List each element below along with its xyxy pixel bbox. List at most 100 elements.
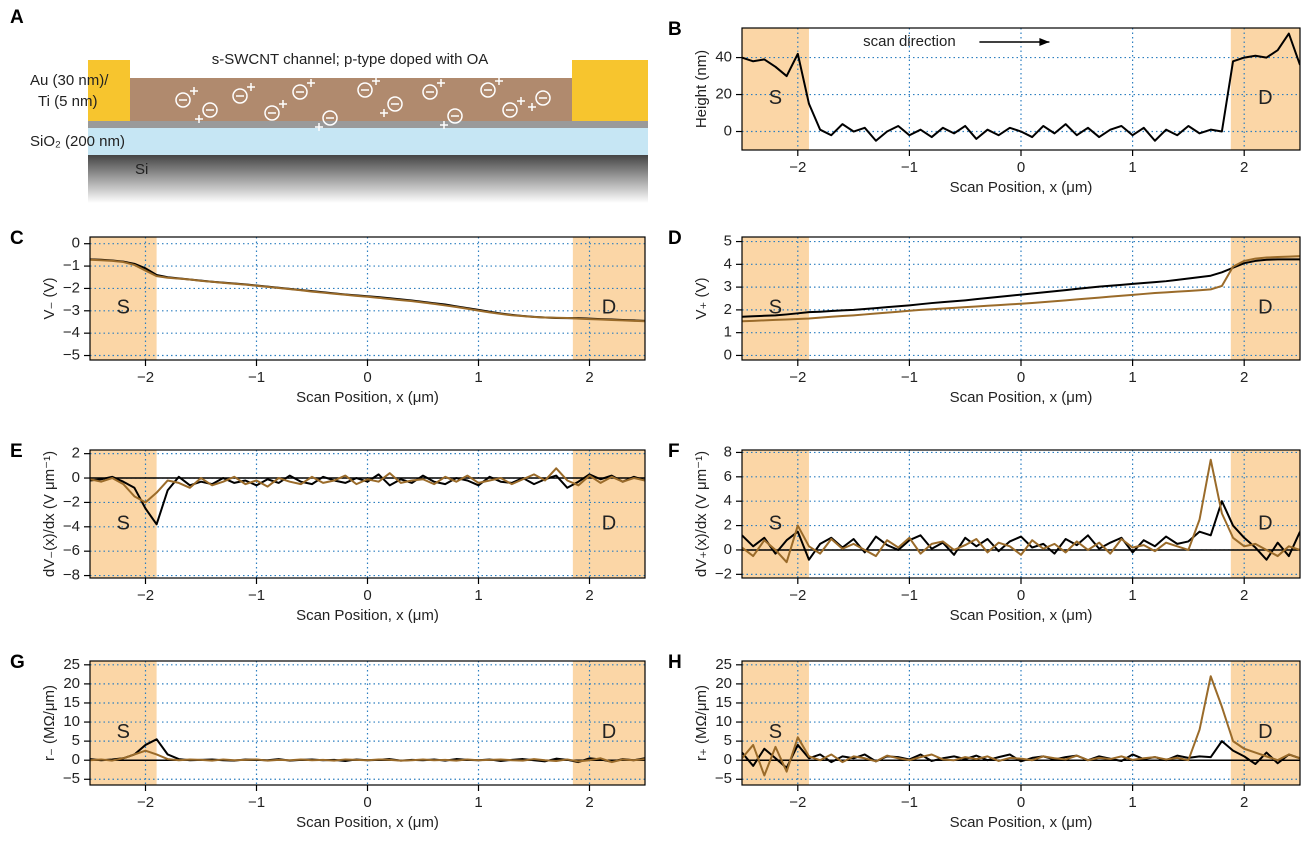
series-line xyxy=(742,458,1300,564)
region-label: D xyxy=(602,513,616,535)
x-tick-label: 1 xyxy=(474,587,482,604)
y-tick-label: 0 xyxy=(724,346,732,363)
contact-region xyxy=(742,237,809,360)
y-axis-label: r₋ (MΩ/μm) xyxy=(41,685,58,761)
y-tick-label: −2 xyxy=(715,565,732,582)
panel-letter: E xyxy=(10,441,23,462)
y-tick-label: −5 xyxy=(715,770,732,787)
x-tick-label: 2 xyxy=(1240,587,1248,604)
x-tick-label: −2 xyxy=(789,794,806,811)
y-tick-label: −4 xyxy=(63,518,80,535)
x-tick-label: 2 xyxy=(1240,369,1248,386)
region-label: D xyxy=(602,297,616,319)
y-tick-label: 20 xyxy=(715,675,732,692)
series-line xyxy=(90,467,645,504)
y-axis-label: V₊ (V) xyxy=(693,277,710,319)
charge xyxy=(175,92,191,108)
y-tick-label: 40 xyxy=(715,49,732,66)
y-tick-label: −8 xyxy=(63,567,80,584)
x-tick-label: −1 xyxy=(901,159,918,176)
x-tick-label: −1 xyxy=(248,369,265,386)
y-tick-label: 25 xyxy=(63,656,80,673)
chart-panel: −2 −1 0 1 2 −5 0 5 10 15 20 25 Scan Position, x (μm)… xyxy=(10,652,646,831)
charge xyxy=(202,102,218,118)
y-tick-label: −6 xyxy=(63,542,80,559)
x-axis-label: Scan Position, x (μm) xyxy=(950,814,1093,831)
x-tick-label: 2 xyxy=(1240,159,1248,176)
y-tick-label: 4 xyxy=(724,492,732,509)
y-tick-label: 0 xyxy=(724,122,732,139)
y-tick-label: 2 xyxy=(724,517,732,534)
x-tick-label: 2 xyxy=(585,794,593,811)
y-tick-label: 3 xyxy=(724,278,732,295)
charge xyxy=(447,108,463,124)
charge xyxy=(422,84,438,100)
chart-panel: −2 −1 0 1 2 −2 0 2 4 6 8 Scan Position, x (μm) dV₊(x… xyxy=(668,441,1301,624)
device-diagram: A s-SWCNT channel; p-type doped with OA … xyxy=(10,7,648,203)
x-tick-label: −1 xyxy=(248,587,265,604)
charge xyxy=(292,84,308,100)
source-electrode xyxy=(88,60,130,121)
x-tick-label: −2 xyxy=(789,587,806,604)
si-substrate xyxy=(88,155,648,203)
y-axis-label: V₋ (V) xyxy=(41,277,58,319)
y-tick-label: 15 xyxy=(715,694,732,711)
panel-letter: H xyxy=(668,652,682,673)
substrate-label: Si xyxy=(135,161,148,178)
panel-letter: B xyxy=(668,19,682,40)
contact-region xyxy=(572,450,645,578)
electrode-label: Ti (5 nm) xyxy=(38,93,97,110)
x-tick-label: 0 xyxy=(1017,369,1025,386)
contact-region xyxy=(1230,661,1300,785)
region-label: D xyxy=(1258,87,1272,109)
x-axis-label: Scan Position, x (μm) xyxy=(296,389,439,406)
series-line xyxy=(742,675,1300,777)
charge xyxy=(264,105,280,121)
x-axis-label: Scan Position, x (μm) xyxy=(950,389,1093,406)
panel-letter: C xyxy=(10,228,24,249)
region-label: S xyxy=(769,87,782,109)
y-tick-label: 0 xyxy=(724,541,732,558)
charge xyxy=(502,102,518,118)
y-tick-label: −4 xyxy=(63,324,80,341)
x-tick-label: −1 xyxy=(901,794,918,811)
x-tick-label: −1 xyxy=(901,369,918,386)
y-tick-label: −1 xyxy=(63,257,80,274)
y-tick-label: 5 xyxy=(724,732,732,749)
y-tick-label: 10 xyxy=(63,713,80,730)
x-tick-label: 2 xyxy=(585,587,593,604)
region-label: S xyxy=(117,513,130,535)
x-tick-label: −1 xyxy=(901,587,918,604)
region-label: D xyxy=(1258,721,1272,743)
contact-region xyxy=(572,237,645,360)
charge xyxy=(480,82,496,98)
charge xyxy=(232,88,248,104)
x-axis-label: Scan Position, x (μm) xyxy=(950,179,1093,196)
electrode-label: Au (30 nm)/ xyxy=(30,72,109,89)
y-tick-label: 6 xyxy=(724,468,732,485)
contact-region xyxy=(742,28,809,150)
x-tick-label: 1 xyxy=(1128,587,1136,604)
series-line xyxy=(742,255,1300,323)
y-tick-label: 5 xyxy=(724,233,732,250)
y-tick-label: 0 xyxy=(72,235,80,252)
x-tick-label: 1 xyxy=(1128,159,1136,176)
contact-region xyxy=(1230,28,1300,150)
series-line xyxy=(742,258,1300,318)
y-axis-label: Height (nm) xyxy=(693,50,710,128)
x-tick-label: 0 xyxy=(1017,159,1025,176)
x-tick-label: 1 xyxy=(474,369,482,386)
charge xyxy=(387,96,403,112)
annotation: scan direction xyxy=(863,33,956,50)
chart-panel: −2 −1 0 1 2 0 −1 −2 −3 −4 −5 Scan Position, x (μm) V… xyxy=(10,228,646,406)
region-label: D xyxy=(1258,513,1272,535)
y-axis-label: r₊ (MΩ/μm) xyxy=(693,685,710,761)
panel-letter: F xyxy=(668,441,680,462)
y-tick-label: 10 xyxy=(715,713,732,730)
y-tick-label: 1 xyxy=(724,324,732,341)
x-tick-label: −2 xyxy=(137,587,154,604)
series-line xyxy=(90,258,645,323)
x-tick-label: −2 xyxy=(789,159,806,176)
